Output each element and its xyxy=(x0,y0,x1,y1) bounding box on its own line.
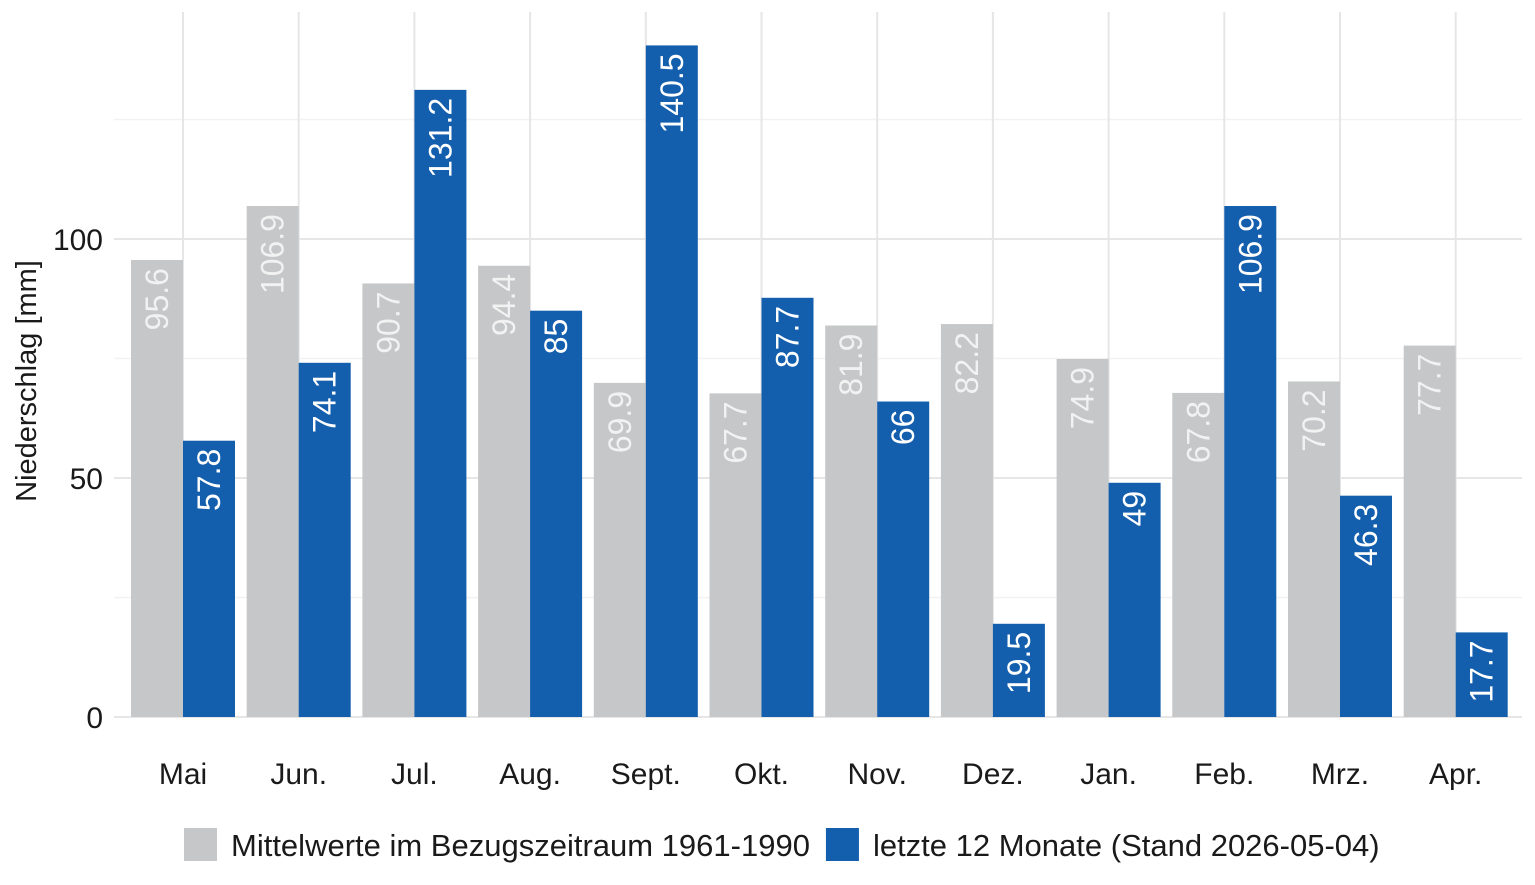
x-tick-label: Sept. xyxy=(611,758,681,791)
legend: Mittelwerte im Bezugszeitraum 1961-1990 l… xyxy=(184,828,1380,863)
x-tick-label: Mai xyxy=(159,758,207,791)
y-axis-title: Niederschlag [mm] xyxy=(11,260,43,502)
x-tick-label: Dez. xyxy=(962,758,1024,791)
bar-recent xyxy=(530,310,583,717)
bar-value-label: 106.9 xyxy=(255,214,291,294)
legend-label-recent: letzte 12 Monate (Stand 2026-05-04) xyxy=(873,828,1380,863)
bar-value-label: 46.3 xyxy=(1348,504,1384,566)
bar-layer xyxy=(131,45,1508,718)
bar-value-label: 66 xyxy=(885,410,921,446)
y-tick-label: 100 xyxy=(53,224,103,257)
bar-reference xyxy=(709,393,762,717)
bar-value-label: 85 xyxy=(538,319,574,355)
bar-reference xyxy=(1172,392,1225,717)
bar-recent xyxy=(414,89,467,717)
bar-value-label: 81.9 xyxy=(833,334,869,396)
bar-value-label: 57.8 xyxy=(191,449,227,511)
bar-reference xyxy=(478,265,531,717)
bar-value-label: 90.7 xyxy=(370,291,406,353)
bar-value-label: 49 xyxy=(1117,491,1153,527)
bar-reference xyxy=(1288,381,1340,717)
x-tick-label: Mrz. xyxy=(1311,758,1369,791)
bar-recent xyxy=(1108,482,1161,717)
legend-key-reference xyxy=(184,828,217,861)
bar-label-layer: 95.6 106.9 90.7 94.4 69.9 67.7 81.9 82.2 74.9 67.… xyxy=(139,53,1500,702)
bar-reference xyxy=(593,382,646,717)
bar-recent xyxy=(992,623,1045,717)
x-tick-label: Jul. xyxy=(391,758,438,791)
bar-value-label: 69.9 xyxy=(602,391,638,453)
bar-recent xyxy=(1455,632,1508,717)
bar-recent xyxy=(298,362,351,717)
bar-value-label: 131.2 xyxy=(422,98,458,178)
bar-value-label: 74.1 xyxy=(307,371,343,433)
x-tick-label: Okt. xyxy=(734,758,789,791)
bar-reference xyxy=(131,260,183,717)
bar-value-label: 74.9 xyxy=(1065,367,1101,429)
x-tick-label: Jun. xyxy=(270,758,327,791)
bar-value-label: 67.8 xyxy=(1180,401,1216,463)
bar-recent xyxy=(1340,495,1392,717)
bar-recent xyxy=(645,45,698,718)
bar-recent xyxy=(183,440,235,717)
bar-value-label: 17.7 xyxy=(1464,640,1500,702)
bar-reference xyxy=(1403,345,1456,717)
bar-value-label: 82.2 xyxy=(949,332,985,394)
bar-reference xyxy=(825,325,878,717)
x-tick-label: Aug. xyxy=(499,758,561,791)
bar-value-label: 70.2 xyxy=(1296,389,1332,451)
bar-reference xyxy=(246,206,299,717)
x-tick-label: Nov. xyxy=(847,758,906,791)
legend-label-reference: Mittelwerte im Bezugszeitraum 1961-1990 xyxy=(231,828,810,863)
bar-value-label: 87.7 xyxy=(770,306,806,368)
y-tick-label: 0 xyxy=(86,702,103,735)
x-tick-label: Jan. xyxy=(1080,758,1137,791)
bar-value-label: 19.5 xyxy=(1001,632,1037,694)
bar-reference xyxy=(362,283,415,717)
bar-value-label: 77.7 xyxy=(1412,354,1448,416)
bar-value-label: 94.4 xyxy=(486,274,522,336)
bar-reference xyxy=(1056,358,1109,717)
x-tick-label: Apr. xyxy=(1429,758,1482,791)
legend-key-recent xyxy=(825,828,859,861)
bar-recent xyxy=(761,297,814,717)
bar-value-label: 106.9 xyxy=(1232,214,1268,294)
bar-value-label: 67.7 xyxy=(718,401,754,463)
bar-recent xyxy=(877,401,930,717)
bar-value-label: 95.6 xyxy=(139,268,175,330)
bar-reference xyxy=(940,324,993,717)
axis-layer: 0 50 100 Mai Jun. Jul. Aug. Sept. Okt. Nov. Dez. Ja… xyxy=(53,224,1482,791)
y-tick-label: 50 xyxy=(70,463,103,496)
bar-recent xyxy=(1224,206,1277,717)
x-tick-label: Feb. xyxy=(1194,758,1254,791)
bar-value-label: 140.5 xyxy=(654,53,690,133)
